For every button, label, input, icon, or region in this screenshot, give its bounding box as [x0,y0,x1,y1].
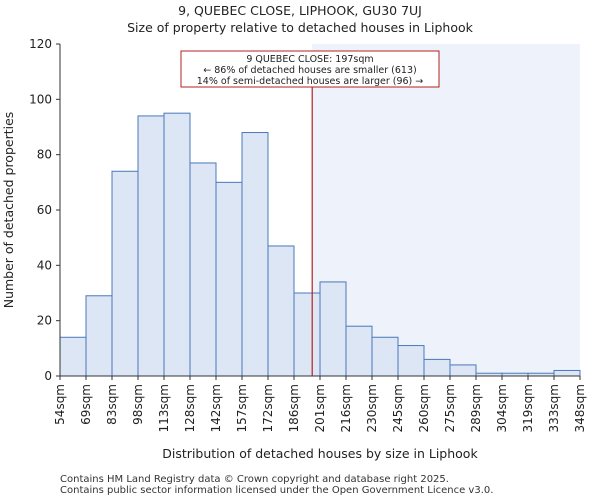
histogram-chart: 0 20 40 60 80 100 120 54sqm 69sqm 83sqm 98sqm 113s… [1,37,587,461]
bar-113sqm [163,112,191,377]
y-tick-label: 100 [29,92,52,106]
bar-128sqm [189,162,217,377]
y-tick-label: 0 [44,369,52,383]
larger-region-shade [312,44,580,376]
x-tick-label: 98sqm [131,384,145,425]
bar-260sqm [423,358,451,377]
x-tick-label: 172sqm [261,384,275,432]
bar-172sqm [267,245,295,377]
bar-275sqm [449,364,477,377]
x-tick-label: 128sqm [183,384,197,432]
x-tick-label: 260sqm [417,384,431,432]
chart-title-address: 9, QUEBEC CLOSE, LIPHOOK, GU30 7UJ [178,3,422,18]
footer-copyright: Contains HM Land Registry data © Crown c… [60,474,449,485]
chart-title-subtitle: Size of property relative to detached ho… [127,20,473,35]
footer-licence: Contains public sector information licen… [60,485,494,496]
x-tick-label: 275sqm [443,384,457,432]
x-tick-label: 348sqm [573,384,587,432]
bar-157sqm [241,132,269,377]
annotation-line-2: ← 86% of detached houses are smaller (61… [203,65,416,76]
y-tick-label: 60 [37,203,52,217]
x-tick-label: 186sqm [287,384,301,432]
x-axis-label: Distribution of detached houses by size … [162,446,478,461]
bar-142sqm [215,181,243,377]
y-axis-label: Number of detached properties [1,112,16,309]
x-tick-label: 216sqm [339,384,353,432]
x-tick-label: 304sqm [495,384,509,432]
bar-186sqm [293,292,321,377]
bar-201sqm [319,281,347,377]
x-tick-label: 83sqm [105,384,119,425]
x-tick-label: 157sqm [235,384,249,432]
annotation-line-1: 9 QUEBEC CLOSE: 197sqm [246,54,373,65]
x-tick-label: 333sqm [547,384,561,432]
x-tick-label: 142sqm [209,384,223,432]
bar-69sqm [85,295,113,377]
bar-230sqm [371,336,399,377]
bar-333sqm [553,369,581,377]
bar-83sqm [111,170,139,377]
bar-245sqm [397,345,425,377]
y-tick-label: 80 [37,148,52,162]
x-tick-label: 69sqm [79,384,93,425]
x-tick-label: 245sqm [391,384,405,432]
annotation-line-3: 14% of semi-detached houses are larger (… [197,76,424,87]
x-tick-label: 201sqm [313,384,327,432]
x-tick-label: 289sqm [469,384,483,432]
bar-216sqm [345,325,373,377]
x-tick-label: 54sqm [53,384,67,425]
bar-98sqm [137,115,165,377]
bar-54sqm [59,336,87,377]
y-tick-label: 120 [29,37,52,51]
x-tick-label: 230sqm [365,384,379,432]
y-tick-label: 40 [37,258,52,272]
annotation-box [180,50,440,88]
x-tick-label: 319sqm [521,384,535,432]
y-tick-label: 20 [37,314,52,328]
x-tick-label: 113sqm [157,384,171,432]
